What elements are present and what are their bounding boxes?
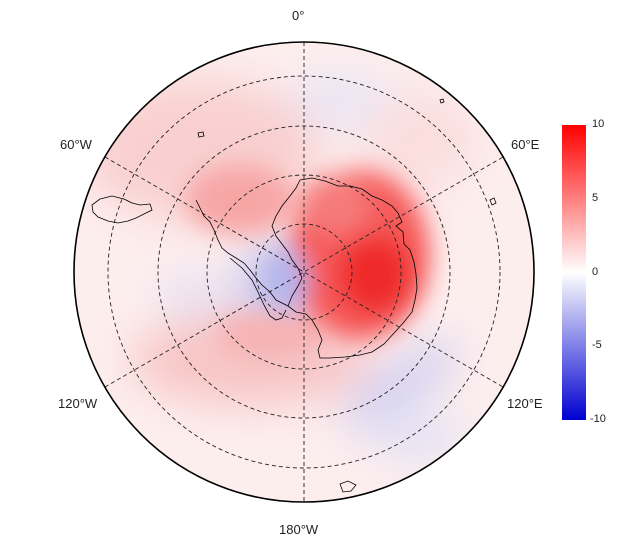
lon-label-120w: 120°W bbox=[58, 396, 98, 411]
anomaly-field bbox=[74, 42, 534, 502]
colorbar-tick: 10 bbox=[592, 118, 605, 130]
lon-label-60w: 60°W bbox=[60, 137, 92, 152]
latitude-circle bbox=[107, 75, 501, 469]
island-coastline bbox=[197, 131, 205, 138]
island-coastline bbox=[339, 480, 357, 493]
lon-label-120e: 120°E bbox=[507, 396, 543, 411]
island-coastline bbox=[439, 98, 445, 104]
colorbar-tick: -10 bbox=[590, 413, 606, 425]
graticule bbox=[104, 42, 504, 502]
antarctica-coastline bbox=[195, 177, 418, 359]
map-boundary bbox=[73, 41, 535, 503]
island-coastline bbox=[489, 197, 497, 206]
coastlines bbox=[91, 98, 497, 493]
lon-label-60e: 60°E bbox=[511, 137, 540, 152]
lon-label-0: 0° bbox=[292, 8, 305, 23]
south-america-coastline bbox=[91, 195, 153, 224]
colorbar bbox=[562, 125, 586, 420]
colorbar-tick: 5 bbox=[592, 192, 599, 204]
colorbar-tick: -5 bbox=[592, 339, 602, 351]
lon-label-180w: 180°W bbox=[279, 522, 319, 537]
colorbar-tick: 0 bbox=[592, 266, 599, 278]
